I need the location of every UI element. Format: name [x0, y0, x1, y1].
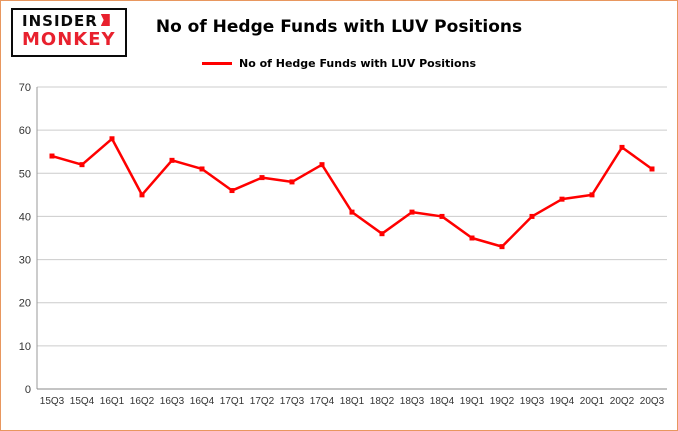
data-point [529, 213, 535, 219]
y-tick-label: 30 [19, 255, 31, 267]
data-point [49, 153, 55, 159]
x-tick-label: 16Q4 [190, 396, 215, 407]
x-tick-label: 20Q1 [580, 396, 605, 407]
y-tick-label: 20 [19, 298, 31, 310]
y-tick-label: 70 [19, 82, 31, 94]
x-tick-label: 18Q1 [340, 396, 365, 407]
x-tick-label: 19Q1 [460, 396, 485, 407]
data-point [169, 157, 175, 163]
x-tick-label: 19Q3 [520, 396, 545, 407]
data-point [499, 244, 505, 250]
x-tick-label: 19Q4 [550, 396, 575, 407]
data-point [649, 166, 655, 172]
data-point [199, 166, 205, 172]
legend-line-swatch [202, 62, 232, 65]
x-tick-label: 15Q3 [40, 396, 65, 407]
data-point [259, 175, 265, 181]
y-tick-label: 0 [25, 384, 31, 396]
y-tick-label: 40 [19, 211, 31, 223]
data-point [559, 196, 565, 202]
x-tick-label: 16Q3 [160, 396, 185, 407]
data-point [229, 188, 235, 194]
chart-title: No of Hedge Funds with LUV Positions [155, 17, 523, 37]
data-point [139, 192, 145, 198]
logo-line1: INSIDER [22, 12, 116, 30]
legend-label: No of Hedge Funds with LUV Positions [239, 57, 476, 70]
x-tick-label: 19Q2 [490, 396, 515, 407]
x-tick-label: 16Q2 [130, 396, 155, 407]
data-point [619, 144, 625, 150]
x-tick-label: 17Q1 [220, 396, 245, 407]
data-point [349, 209, 355, 215]
insider-monkey-logo: INSIDER MONKEY [11, 8, 127, 57]
x-tick-label: 20Q3 [640, 396, 665, 407]
logo-flag-icon [100, 14, 110, 26]
y-tick-label: 60 [19, 125, 31, 137]
data-point [289, 179, 295, 185]
logo-text-monkey: MONKEY [22, 29, 116, 51]
x-tick-label: 18Q2 [370, 396, 395, 407]
data-point [319, 162, 325, 168]
data-point [469, 235, 475, 241]
y-tick-label: 10 [19, 341, 31, 353]
data-point [79, 162, 85, 168]
chart-legend: No of Hedge Funds with LUV Positions [1, 57, 677, 70]
x-tick-label: 15Q4 [70, 396, 95, 407]
x-tick-label: 17Q3 [280, 396, 305, 407]
line-chart: 0 10 20 30 40 50 60 70 15Q3 15Q4 16Q1 16Q2 16Q3 16Q4 1… [19, 82, 667, 407]
data-point [589, 192, 595, 198]
data-point [439, 213, 445, 219]
data-point [109, 136, 115, 142]
x-tick-label: 20Q2 [610, 396, 635, 407]
logo-text-insider: INSIDER [22, 12, 98, 30]
x-tick-label: 17Q4 [310, 396, 335, 407]
data-point [409, 209, 415, 215]
y-tick-label: 50 [19, 168, 31, 180]
x-tick-label: 16Q1 [100, 396, 125, 407]
x-tick-label: 17Q2 [250, 396, 275, 407]
data-point [379, 231, 385, 237]
x-tick-label: 18Q4 [430, 396, 455, 407]
x-tick-label: 18Q3 [400, 396, 425, 407]
